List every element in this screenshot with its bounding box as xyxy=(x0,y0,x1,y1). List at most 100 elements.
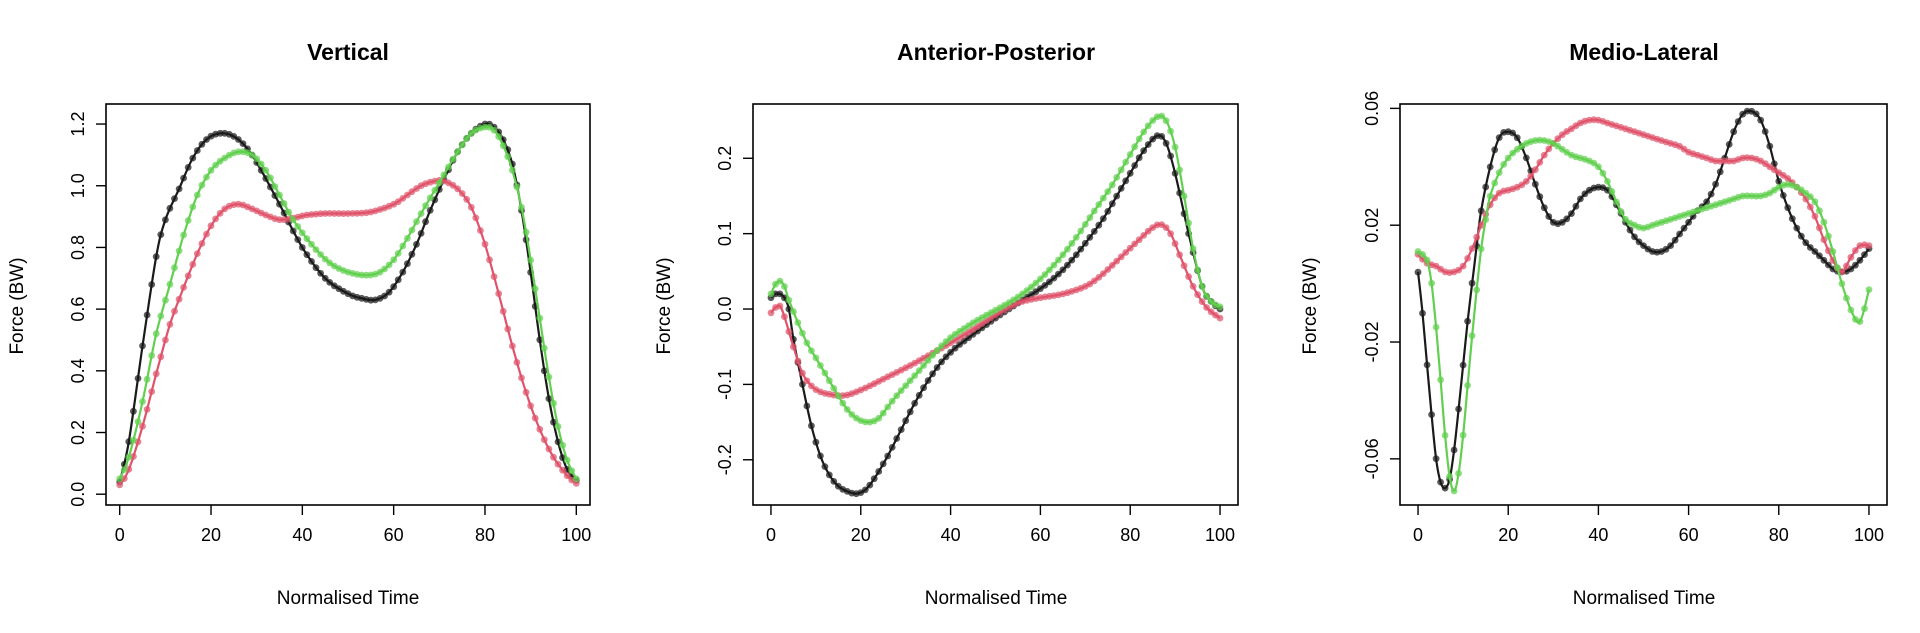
data-point xyxy=(897,426,905,433)
x-tick-label: 80 xyxy=(1120,525,1140,545)
data-point xyxy=(572,475,580,483)
data-point xyxy=(1486,192,1494,200)
data-point xyxy=(212,215,220,223)
data-point xyxy=(817,452,824,460)
data-point xyxy=(1811,198,1819,206)
data-point xyxy=(554,460,562,468)
data-point xyxy=(1730,128,1738,136)
data-point xyxy=(298,229,306,237)
series-green xyxy=(116,123,580,483)
data-point xyxy=(148,388,156,395)
data-point xyxy=(312,246,320,254)
y-axis-label: Force (BW) xyxy=(7,257,28,354)
data-point xyxy=(861,486,869,494)
data-point xyxy=(1676,230,1683,238)
x-tick-label: 0 xyxy=(115,525,125,545)
data-point xyxy=(1779,192,1787,199)
panel-title: Medio-Lateral xyxy=(1569,39,1719,65)
data-point xyxy=(116,475,124,483)
data-point xyxy=(162,216,169,224)
data-point xyxy=(157,353,165,361)
data-point xyxy=(767,309,775,317)
data-point xyxy=(454,185,461,193)
x-tick-label: 60 xyxy=(1679,525,1699,545)
data-point xyxy=(884,403,892,411)
data-point xyxy=(413,240,420,248)
data-point xyxy=(1135,236,1143,244)
data-point xyxy=(1834,264,1841,272)
data-point xyxy=(193,147,201,154)
data-point xyxy=(1450,446,1458,454)
data-point xyxy=(1108,261,1116,269)
data-point xyxy=(1852,247,1859,254)
data-point xyxy=(911,372,919,379)
data-point xyxy=(812,438,820,446)
data-point xyxy=(1716,168,1724,176)
data-point xyxy=(920,362,927,369)
data-point xyxy=(303,251,311,259)
data-point xyxy=(463,134,471,142)
data-point xyxy=(550,418,557,426)
x-tick-label: 100 xyxy=(561,525,591,545)
data-point xyxy=(1203,292,1210,300)
data-point xyxy=(139,398,146,405)
data-point xyxy=(1536,193,1544,201)
data-point xyxy=(1577,195,1584,203)
panel-vertical: Vertical 0 20 40 60 80 100 0.0 0.2 0.4 0.6 0.8 1.0 1… xyxy=(7,39,591,609)
data-point xyxy=(490,126,498,134)
data-point xyxy=(1595,163,1602,171)
data-point xyxy=(152,330,160,338)
data-point xyxy=(1432,455,1440,463)
data-point xyxy=(253,155,261,163)
data-point xyxy=(776,277,784,285)
data-point xyxy=(166,321,174,328)
data-point xyxy=(879,409,887,417)
series-line xyxy=(118,122,578,483)
data-point xyxy=(1680,224,1688,232)
data-point xyxy=(1531,180,1539,188)
data-point xyxy=(1126,151,1134,158)
data-point xyxy=(1852,261,1859,269)
data-point xyxy=(1432,323,1440,331)
data-point xyxy=(513,183,521,191)
data-point xyxy=(812,354,820,362)
data-point xyxy=(458,141,466,149)
data-point xyxy=(157,312,165,320)
data-point xyxy=(785,296,793,304)
data-point xyxy=(1662,245,1670,253)
data-point xyxy=(1599,169,1607,177)
data-point xyxy=(1028,283,1035,291)
data-point xyxy=(1189,245,1197,253)
data-point xyxy=(531,285,539,293)
data-point xyxy=(1820,256,1828,264)
y-tick-label: 0.0 xyxy=(715,297,735,322)
data-point xyxy=(1167,152,1174,160)
data-point xyxy=(1468,332,1476,340)
data-point xyxy=(1162,139,1170,147)
data-point xyxy=(803,402,811,410)
y-tick-label: 0.02 xyxy=(1362,208,1382,243)
y-tick-label: -0.2 xyxy=(715,444,735,475)
data-point xyxy=(509,342,516,350)
data-point xyxy=(308,258,315,265)
data-point xyxy=(184,272,192,280)
data-point xyxy=(1464,255,1471,262)
data-point xyxy=(1459,431,1467,439)
data-point xyxy=(1437,376,1444,384)
data-point xyxy=(803,339,811,347)
data-point xyxy=(1131,240,1139,248)
data-point xyxy=(175,185,183,193)
data-point xyxy=(408,226,416,234)
data-point xyxy=(545,445,553,453)
data-point xyxy=(1176,251,1183,259)
data-point xyxy=(1775,177,1783,185)
data-point xyxy=(951,344,959,352)
data-point xyxy=(467,203,475,211)
panel-title: Vertical xyxy=(307,39,389,65)
data-point xyxy=(875,468,883,475)
data-point xyxy=(821,463,829,470)
data-point xyxy=(1077,245,1085,253)
data-point xyxy=(1545,213,1553,220)
data-point xyxy=(381,265,388,273)
data-point xyxy=(417,210,425,218)
